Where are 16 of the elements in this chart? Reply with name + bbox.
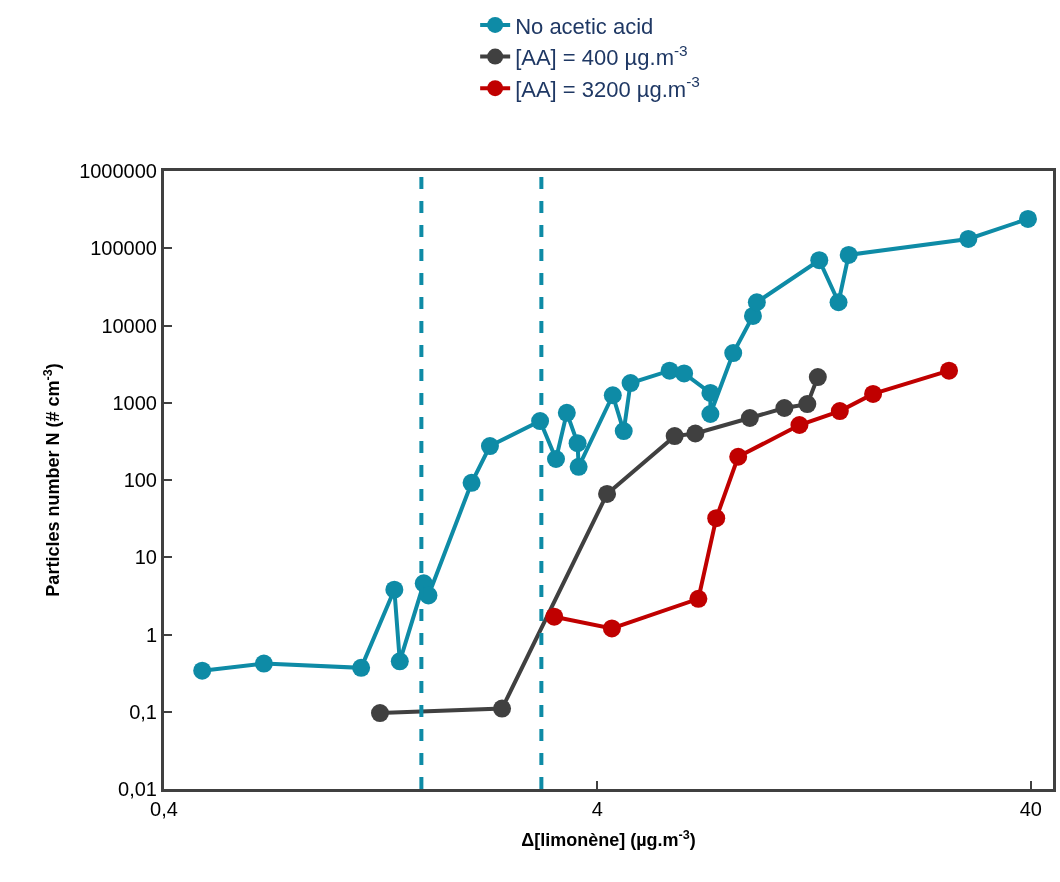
y-tick-label: 0,01 xyxy=(118,778,157,800)
y-tick-label: 10 xyxy=(134,546,157,569)
x-tick-label: 4 xyxy=(591,798,603,820)
y-tick-label: 100000 xyxy=(90,237,157,260)
x-axis-title: Δ[limonène] (µg.m$^{-3}$) xyxy=(521,827,696,851)
y-tick-label: 0,1 xyxy=(129,700,157,723)
legend-label: No acetic acid xyxy=(515,13,654,39)
x-tick-label: 0,4 xyxy=(150,798,178,820)
x-tick-label: 40 xyxy=(1019,798,1042,820)
y-tick-label: 1000 xyxy=(112,391,157,414)
legend-label: [AA] = 400 µg.m$^{-3}$ xyxy=(515,41,688,71)
legend-label: [AA] = 3200 µg.m$^{-3}$ xyxy=(515,73,700,102)
y-tick-label: 10000 xyxy=(101,314,157,337)
y-tick-label: 100 xyxy=(123,469,157,491)
y-tick-label: 1000000 xyxy=(79,160,157,182)
y-tick-label: 1 xyxy=(145,623,157,646)
